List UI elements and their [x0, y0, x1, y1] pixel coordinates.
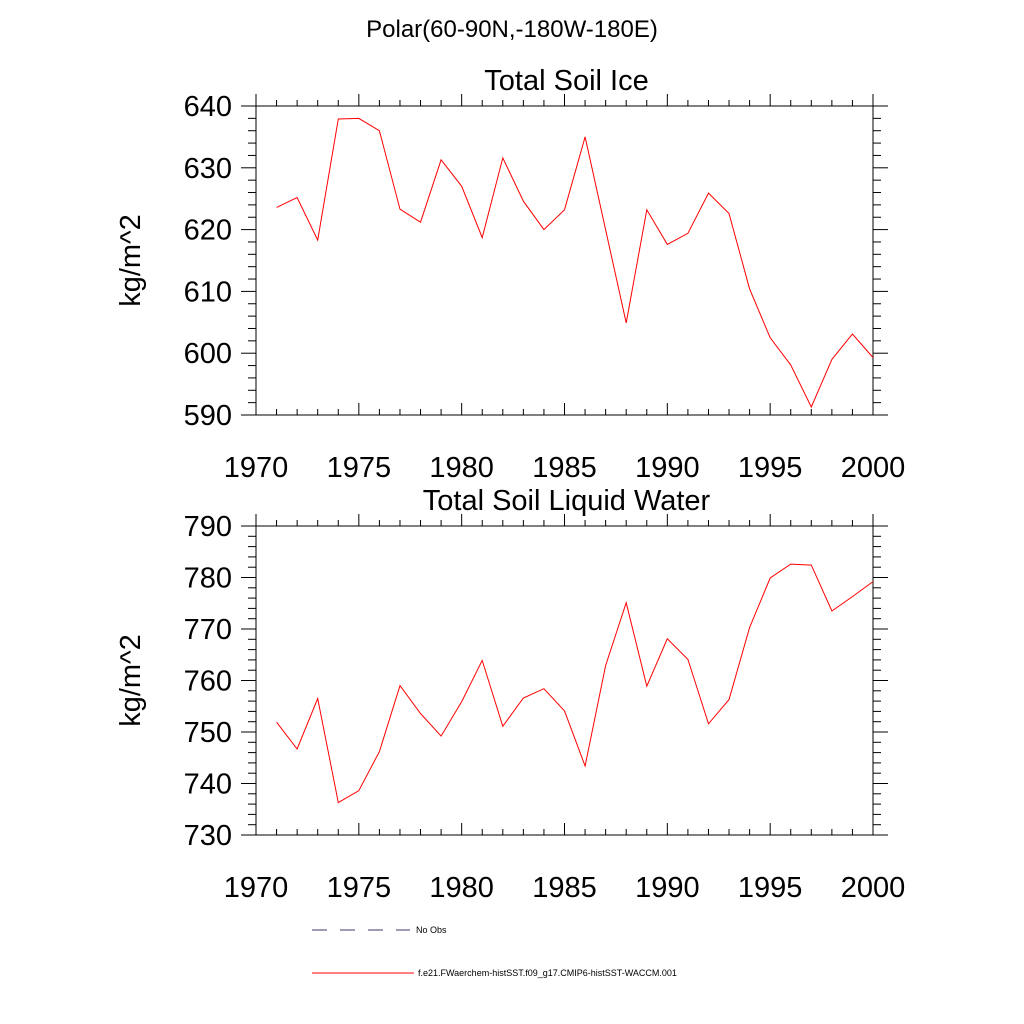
x-tick-label: 1980 [429, 452, 494, 484]
x-tick-label: 1975 [327, 872, 392, 904]
chart-title: Total Soil Liquid Water [423, 485, 711, 517]
x-tick-label: 1990 [635, 452, 700, 484]
x-tick-label: 1975 [327, 452, 392, 484]
x-tick-label: 1985 [532, 452, 597, 484]
series-line [276, 117, 874, 409]
x-tick-label: 2000 [841, 452, 906, 484]
y-tick-label: 610 [184, 276, 232, 308]
y-tick-label: 780 [184, 563, 232, 595]
chart-title: Total Soil Ice [484, 65, 648, 97]
x-tick-label: 1970 [224, 872, 289, 904]
plot-frame [255, 105, 874, 416]
y-axis-label: kg/m^2 [115, 214, 147, 307]
y-tick-label: 770 [184, 614, 232, 646]
y-tick-label: 630 [184, 153, 232, 185]
y-tick-label: 760 [184, 666, 232, 698]
x-tick-label: 1980 [429, 872, 494, 904]
y-tick-label: 640 [184, 91, 232, 123]
plot-frame [255, 525, 874, 836]
x-tick-label: 2000 [841, 872, 906, 904]
x-tick-label: 1970 [224, 452, 289, 484]
legend-swatch-no-obs [312, 929, 410, 931]
figure-suptitle: Polar(60-90N,-180W-180E) [366, 16, 658, 43]
x-tick-label: 1995 [738, 452, 803, 484]
x-tick-label: 1995 [738, 872, 803, 904]
y-tick-label: 620 [184, 215, 232, 247]
series-line [276, 563, 874, 804]
y-tick-label: 750 [184, 717, 232, 749]
y-tick-label: 730 [184, 820, 232, 852]
chart-panel-2: 1970 1975 1980 1985 1990 1995 2000 730 740 750 760… [115, 485, 905, 904]
y-axis-label: kg/m^2 [115, 634, 147, 727]
legend-swatch-model-run [312, 972, 414, 974]
y-tick-label: 790 [184, 511, 232, 543]
y-tick-label: 740 [184, 769, 232, 801]
y-tick-label: 590 [184, 400, 232, 432]
legend-label-model-run: f.e21.FWaerchem-histSST.f09_g17.CMIP6-hi… [418, 968, 677, 978]
x-tick-label: 1985 [532, 872, 597, 904]
x-tick-label: 1990 [635, 872, 700, 904]
legend-label-no-obs: No Obs [416, 925, 447, 935]
chart-panel-1: 1970 1975 1980 1985 1990 1995 2000 590 600 610 620… [115, 65, 905, 484]
y-tick-label: 600 [184, 338, 232, 370]
